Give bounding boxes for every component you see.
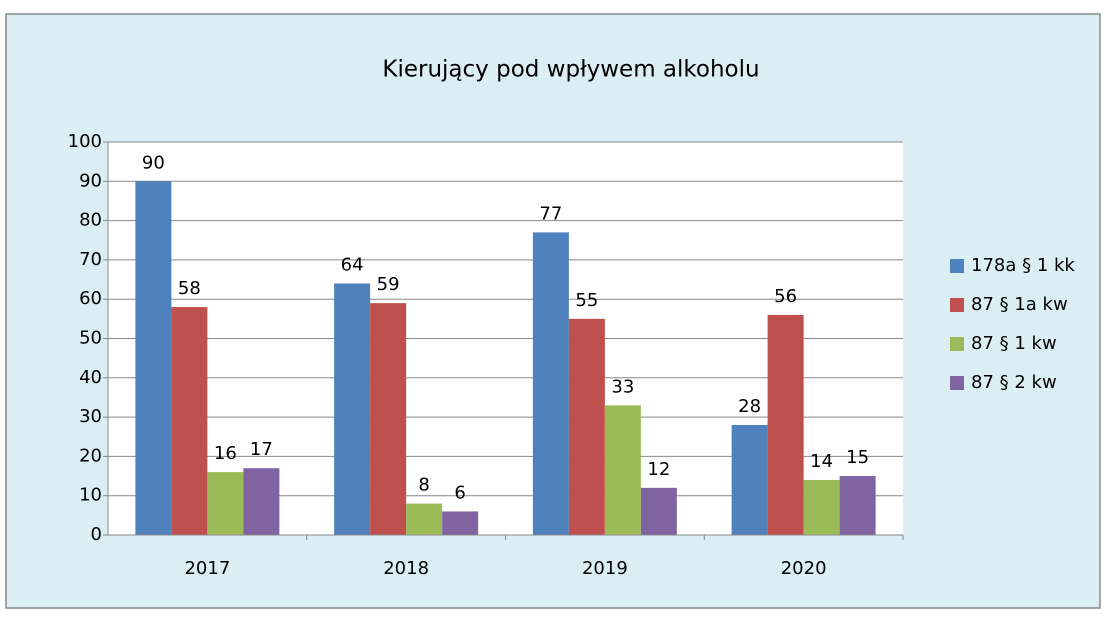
legend-label: 87 § 2 kw — [971, 372, 1057, 393]
bar — [839, 476, 876, 535]
legend-swatch — [950, 376, 964, 390]
x-tick-label: 2019 — [582, 558, 628, 579]
bar — [171, 307, 208, 535]
data-label: 90 — [142, 152, 165, 173]
data-label: 28 — [738, 396, 761, 417]
data-label: 17 — [250, 439, 273, 460]
y-tick-label: 80 — [79, 210, 102, 231]
y-tick-label: 100 — [68, 131, 102, 152]
data-label: 12 — [647, 459, 670, 480]
bar — [442, 511, 479, 535]
y-tick-label: 10 — [79, 485, 102, 506]
data-label: 77 — [539, 203, 562, 224]
legend-swatch — [950, 259, 964, 273]
bar — [604, 405, 641, 535]
legend-swatch — [950, 337, 964, 351]
bar — [731, 424, 768, 535]
bar — [243, 468, 280, 535]
data-label: 33 — [611, 376, 634, 397]
x-tick-label: 2018 — [383, 558, 429, 579]
data-label: 15 — [846, 447, 869, 468]
y-tick-label: 70 — [79, 249, 102, 270]
y-tick-label: 20 — [79, 445, 102, 466]
data-label: 55 — [575, 290, 598, 311]
bar — [767, 314, 804, 535]
data-label: 59 — [377, 274, 400, 295]
data-label: 6 — [454, 482, 465, 503]
bar — [568, 318, 605, 535]
chart-title: Kierujący pod wpływem alkoholu — [382, 57, 759, 83]
y-tick-label: 40 — [79, 367, 102, 388]
bar — [135, 181, 172, 536]
bar — [532, 232, 569, 535]
y-tick-label: 50 — [79, 328, 102, 349]
legend-swatch — [950, 298, 964, 312]
x-tick-label: 2020 — [781, 558, 827, 579]
bar — [370, 303, 407, 535]
data-label: 56 — [774, 286, 797, 307]
y-tick-label: 0 — [91, 524, 102, 545]
legend-label: 87 § 1 kw — [971, 333, 1057, 354]
y-tick-label: 30 — [79, 406, 102, 427]
y-tick-label: 60 — [79, 288, 102, 309]
bar — [334, 283, 371, 535]
legend-label: 87 § 1a kw — [971, 294, 1068, 315]
data-label: 14 — [810, 451, 833, 472]
legend-label: 178a § 1 kk — [971, 255, 1075, 276]
x-tick-label: 2017 — [184, 558, 230, 579]
data-label: 16 — [214, 443, 237, 464]
bar — [803, 479, 840, 535]
bar — [640, 487, 677, 535]
bar — [406, 503, 443, 535]
data-label: 64 — [341, 254, 364, 275]
bar — [207, 472, 244, 535]
data-label: 8 — [418, 475, 429, 496]
data-label: 58 — [178, 278, 201, 299]
y-tick-label: 90 — [79, 170, 102, 191]
